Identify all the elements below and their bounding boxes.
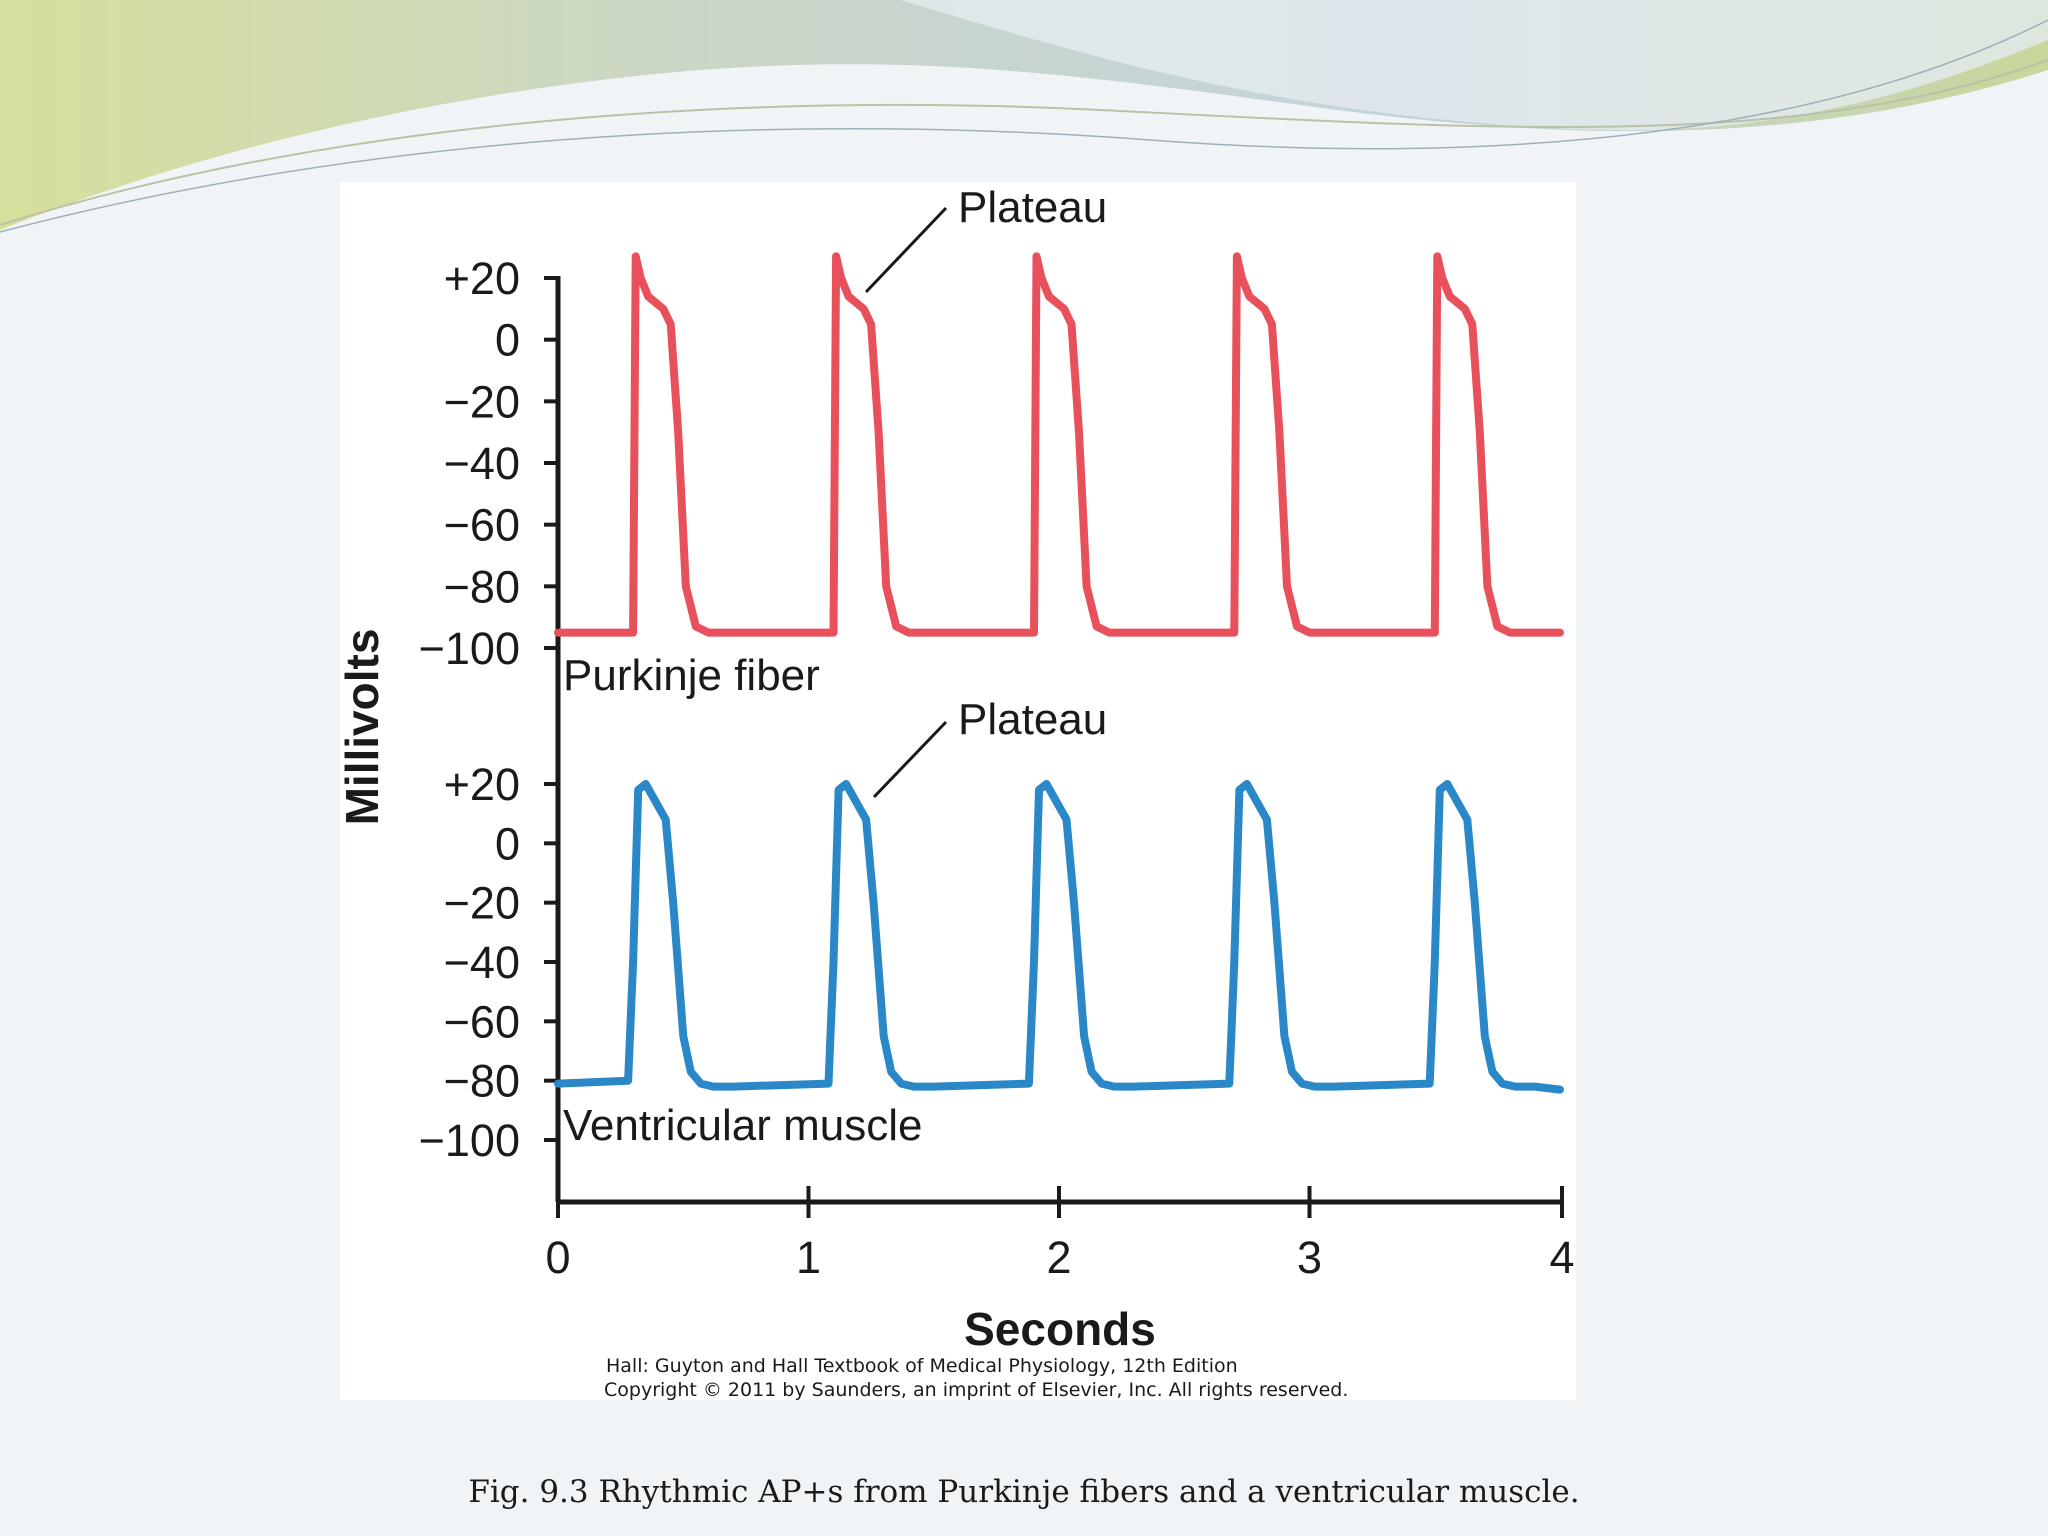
x-tick-label: 0 (545, 1232, 570, 1283)
series-line-ventricular-muscle (554, 780, 1564, 1094)
figure-caption: Fig. 9.3 Rhythmic AP+s from Purkinje fib… (468, 1474, 1580, 1510)
y-tick-label: −20 (444, 376, 520, 427)
y-ticks-ventricular: +20 0 −20 −40 −60 −80 −100 (419, 759, 558, 1166)
y-axis-title: Millivolts (336, 629, 388, 826)
y-tick-label: −80 (444, 561, 520, 612)
y-tick-label: −40 (444, 937, 520, 988)
y-tick-label: −100 (419, 1115, 520, 1166)
series-label-purkinje-fiber: Purkinje fiber (563, 651, 820, 700)
y-tick-label: −20 (444, 878, 520, 929)
y-tick-label: 0 (495, 315, 520, 366)
x-axis-title: Seconds (964, 1303, 1156, 1355)
y-tick-label: −80 (444, 1056, 520, 1107)
plateau-pointer-ventricular (872, 720, 948, 799)
series-line-purkinje-fiber (554, 252, 1564, 637)
x-tick-label: 3 (1297, 1232, 1322, 1283)
source-credit-line-1: Hall: Guyton and Hall Textbook of Medica… (606, 1355, 1238, 1377)
y-ticks-purkinje: +20 0 −20 −40 −60 −80 −100 (419, 253, 558, 674)
y-tick-label: −60 (444, 996, 520, 1047)
series-label-ventricular-muscle: Ventricular muscle (563, 1101, 922, 1150)
slide-header-swoosh (0, 0, 2048, 233)
y-tick-label: −40 (444, 438, 520, 489)
y-tick-label: −100 (419, 623, 520, 674)
x-tick-label: 1 (796, 1232, 821, 1283)
x-ticks: 0 1 2 3 4 (545, 1186, 1575, 1283)
plateau-label-ventricular: Plateau (958, 695, 1107, 744)
x-tick-label: 4 (1549, 1232, 1574, 1283)
y-tick-label: +20 (444, 759, 520, 810)
plateau-pointer-purkinje (864, 206, 948, 294)
x-tick-label: 2 (1046, 1232, 1071, 1283)
chart-panel (340, 182, 1576, 1400)
y-tick-label: −60 (444, 500, 520, 551)
source-credit-line-2: Copyright © 2011 by Saunders, an imprint… (604, 1379, 1348, 1401)
plateau-label-purkinje: Plateau (958, 183, 1107, 232)
y-tick-label: 0 (495, 818, 520, 869)
y-tick-label: +20 (444, 253, 520, 304)
